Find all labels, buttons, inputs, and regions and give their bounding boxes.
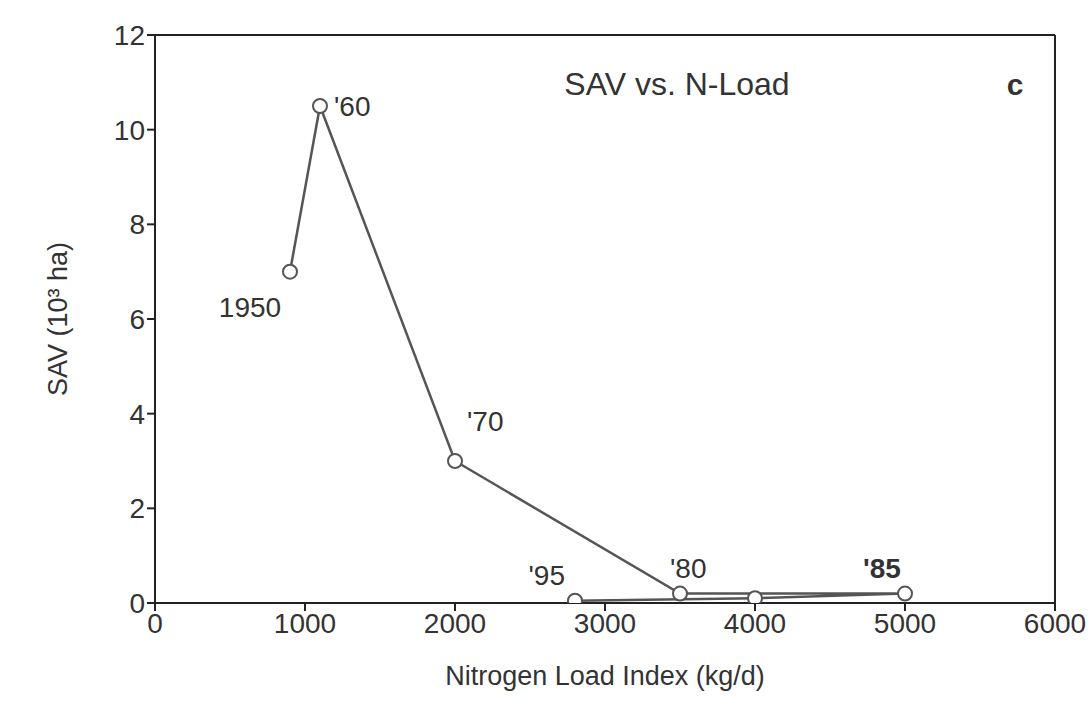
svg-text:6000: 6000 (1024, 608, 1086, 639)
svg-text:12: 12 (114, 20, 145, 51)
svg-text:0: 0 (147, 608, 163, 639)
svg-text:'95: '95 (529, 560, 566, 591)
svg-text:SAV vs. N-Load: SAV vs. N-Load (564, 66, 789, 102)
svg-text:'70: '70 (467, 406, 504, 437)
svg-text:'80: '80 (670, 553, 707, 584)
svg-text:4000: 4000 (724, 608, 786, 639)
svg-text:0: 0 (129, 588, 145, 619)
svg-text:2: 2 (129, 493, 145, 524)
svg-text:'85: '85 (863, 553, 901, 584)
svg-text:Nitrogen Load Index (kg/d): Nitrogen Load Index (kg/d) (445, 661, 765, 691)
svg-text:1950: 1950 (219, 292, 281, 323)
svg-text:10: 10 (114, 115, 145, 146)
svg-text:2000: 2000 (424, 608, 486, 639)
svg-text:SAV (10³ ha): SAV (10³ ha) (43, 242, 73, 396)
svg-text:3000: 3000 (574, 608, 636, 639)
svg-text:6: 6 (129, 304, 145, 335)
svg-text:'60: '60 (334, 91, 371, 122)
svg-text:5000: 5000 (874, 608, 936, 639)
svg-text:8: 8 (129, 209, 145, 240)
svg-text:1000: 1000 (274, 608, 336, 639)
svg-text:c: c (1007, 68, 1024, 101)
svg-text:4: 4 (129, 399, 145, 430)
